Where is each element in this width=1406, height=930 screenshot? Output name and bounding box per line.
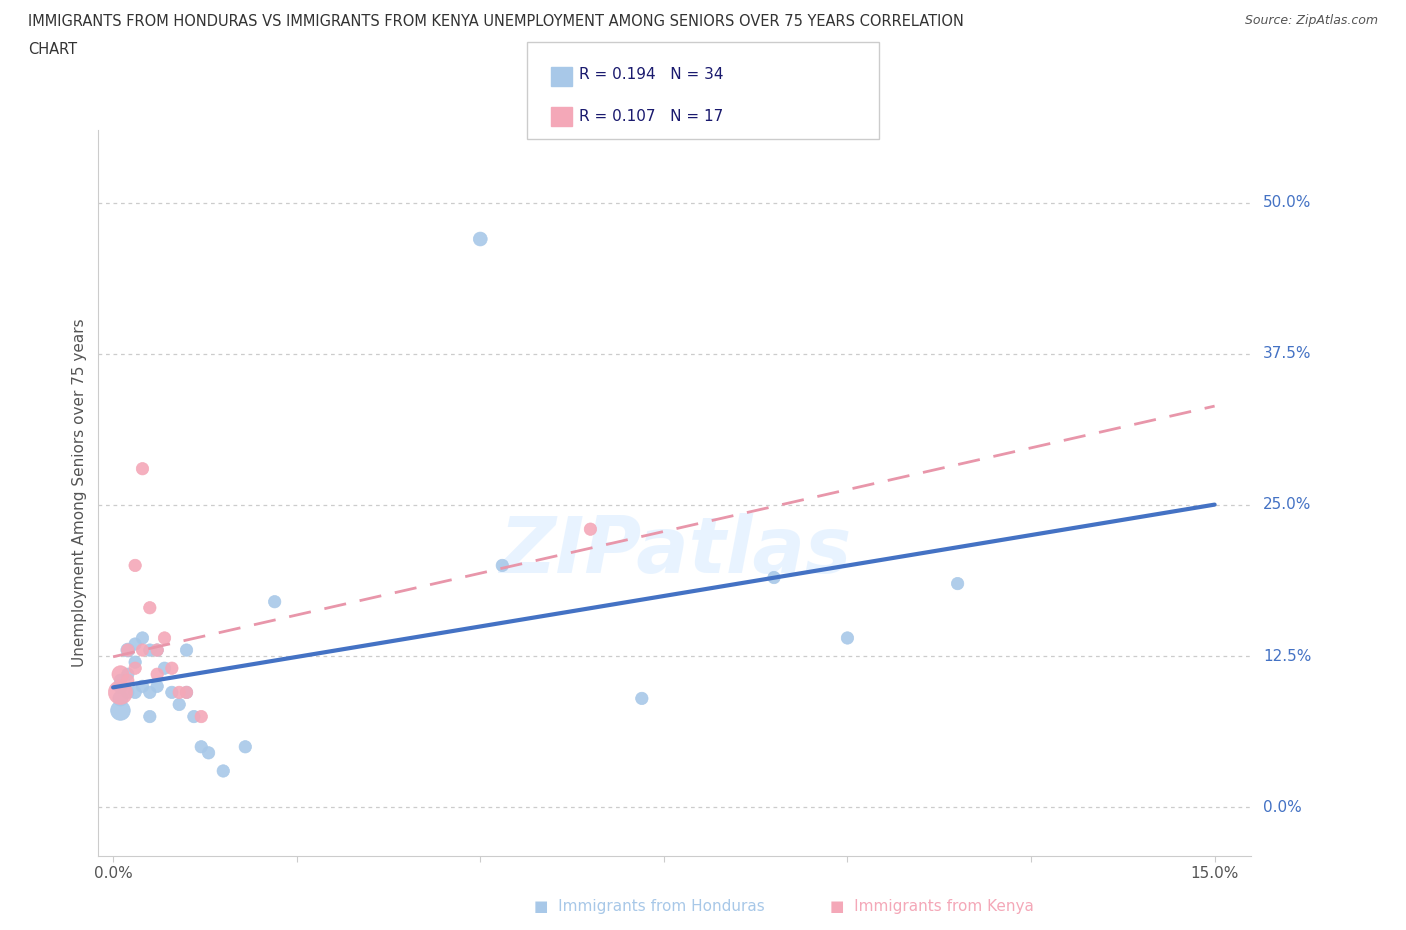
Point — [124, 684, 146, 700]
Point — [117, 643, 139, 658]
Text: R = 0.107   N = 17: R = 0.107 N = 17 — [579, 109, 724, 124]
Point — [167, 698, 190, 712]
Point — [176, 643, 198, 658]
Point — [117, 643, 139, 658]
Point — [110, 667, 132, 682]
Text: R = 0.194   N = 34: R = 0.194 N = 34 — [579, 67, 724, 82]
Point — [139, 710, 162, 724]
Point — [139, 601, 162, 616]
Point — [131, 631, 153, 645]
Point — [146, 643, 169, 658]
Point — [197, 746, 219, 761]
Point — [233, 739, 256, 754]
Point — [131, 643, 153, 658]
Point — [470, 232, 492, 246]
Text: ■  Immigrants from Kenya: ■ Immigrants from Kenya — [830, 899, 1033, 914]
Point — [183, 710, 205, 724]
Text: 25.0%: 25.0% — [1263, 498, 1312, 512]
Point — [124, 660, 146, 675]
Point — [124, 637, 146, 652]
Text: 0.0%: 0.0% — [1263, 800, 1302, 815]
Point — [110, 703, 132, 718]
Point — [167, 684, 190, 700]
Text: Source: ZipAtlas.com: Source: ZipAtlas.com — [1244, 14, 1378, 27]
Point — [176, 684, 198, 700]
Point — [110, 679, 132, 694]
Text: ■  Immigrants from Honduras: ■ Immigrants from Honduras — [534, 899, 765, 914]
Point — [153, 631, 176, 645]
Point — [190, 739, 212, 754]
Y-axis label: Unemployment Among Seniors over 75 years: Unemployment Among Seniors over 75 years — [72, 319, 87, 667]
Point — [263, 594, 285, 609]
Point — [110, 673, 132, 688]
Point — [146, 679, 169, 694]
Point — [160, 684, 183, 700]
Point — [491, 558, 513, 573]
Point — [131, 679, 153, 694]
Text: ZIPatlas: ZIPatlas — [499, 513, 851, 589]
Text: IMMIGRANTS FROM HONDURAS VS IMMIGRANTS FROM KENYA UNEMPLOYMENT AMONG SENIORS OVE: IMMIGRANTS FROM HONDURAS VS IMMIGRANTS F… — [28, 14, 965, 29]
Point — [110, 684, 132, 700]
Point — [139, 643, 162, 658]
Point — [763, 570, 786, 585]
Point — [176, 684, 198, 700]
Point — [160, 660, 183, 675]
Point — [117, 673, 139, 688]
Text: 50.0%: 50.0% — [1263, 195, 1312, 210]
Point — [212, 764, 235, 778]
Text: CHART: CHART — [28, 42, 77, 57]
Point — [837, 631, 859, 645]
Point — [153, 660, 176, 675]
Point — [190, 710, 212, 724]
Point — [630, 691, 652, 706]
Point — [117, 667, 139, 682]
Point — [117, 684, 139, 700]
Point — [579, 522, 602, 537]
Point — [946, 577, 969, 591]
Text: 37.5%: 37.5% — [1263, 346, 1312, 362]
Point — [131, 461, 153, 476]
Point — [139, 684, 162, 700]
Point — [110, 691, 132, 706]
Point — [124, 558, 146, 573]
Point — [146, 667, 169, 682]
Text: 12.5%: 12.5% — [1263, 648, 1312, 664]
Point — [124, 655, 146, 670]
Point — [146, 643, 169, 658]
